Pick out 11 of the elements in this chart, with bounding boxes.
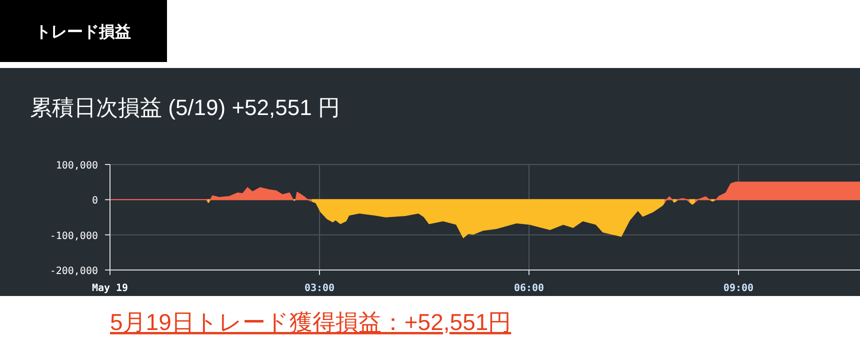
- text: 5月19日トレード獲得損益：+52,551円: [110, 309, 512, 335]
- y-tick-label: -100,000: [50, 230, 98, 242]
- chart-title: 累積日次損益 (5/19) +52,551 円: [30, 95, 340, 120]
- y-tick-label: -200,000: [50, 266, 98, 277]
- x-tick-label: May 19: [92, 283, 128, 294]
- y-tick-label: 100,000: [56, 160, 98, 172]
- y-tick-label: 0: [92, 196, 98, 207]
- x-tick-label: 06:00: [514, 283, 544, 294]
- x-tick-label: 09:00: [723, 283, 754, 294]
- x-tick-label: 03:00: [304, 283, 335, 294]
- text: トレード損益: [35, 23, 131, 41]
